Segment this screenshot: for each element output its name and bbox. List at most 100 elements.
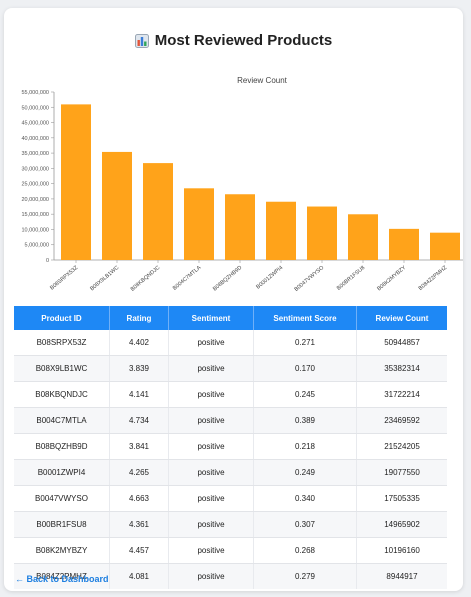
y-tick-label: 50,000,000 <box>21 105 49 111</box>
table-cell: 3.839 <box>109 355 169 382</box>
bar <box>266 201 296 260</box>
y-tick-label: 45,000,000 <box>21 121 49 127</box>
chart-title: Review Count <box>237 76 288 85</box>
table-row: B0047VWYSO 4.663 positive 0.340 17505335 <box>14 485 447 512</box>
table-cell: 4.361 <box>109 511 169 538</box>
column-header: Rating <box>109 306 169 330</box>
table-cell: B084Z2PMHZ <box>14 563 110 589</box>
x-tick-label: B08SRPX53Z <box>49 265 80 292</box>
bar <box>184 188 214 260</box>
chart-svg: Review Count 0 5,000,000 10,000,000 15,000,0… <box>21 76 463 293</box>
table-cell: 8944917 <box>356 563 447 589</box>
table-cell: 4.734 <box>109 407 169 434</box>
table-cell: B08X9LB1WC <box>14 355 110 382</box>
table-cell: positive <box>168 563 254 589</box>
table-cell: 3.841 <box>109 433 169 460</box>
table-header-row: Product ID Rating Sentiment Sentiment Sc… <box>14 306 447 330</box>
page-title: Most Reviewed Products <box>4 32 463 49</box>
table-cell: B00BR1FSU8 <box>14 511 110 538</box>
table-cell: 35382314 <box>356 355 447 382</box>
y-tick-label: 40,000,000 <box>21 136 49 142</box>
table-cell: B08K2MYBZY <box>14 537 110 564</box>
table-cell: 19077550 <box>356 459 447 486</box>
table-cell: 31722214 <box>356 381 447 408</box>
table-cell: positive <box>168 407 254 434</box>
back-to-dashboard-link[interactable]: ← Back to Dashboard <box>15 574 109 584</box>
table-cell: B08KBQNDJC <box>14 381 110 408</box>
table-cell: 14965902 <box>356 511 447 538</box>
y-tick-label: 30,000,000 <box>21 166 49 172</box>
x-tick-label: B08K2MYBZY <box>376 265 407 293</box>
bar <box>61 104 91 260</box>
table-cell: positive <box>168 537 254 564</box>
bar <box>430 232 460 260</box>
table-cell: 0.268 <box>253 537 357 564</box>
y-tick-label: 5,000,000 <box>25 243 49 249</box>
table-cell: positive <box>168 433 254 460</box>
x-tick-label: B0047VWYSO <box>294 264 326 292</box>
table-row: B08SRPX53Z 4.402 positive 0.271 50944857 <box>14 330 447 356</box>
column-header: Product ID <box>14 306 110 330</box>
table-cell: B08BQZHB9D <box>14 433 110 460</box>
bar <box>143 163 173 260</box>
table-cell: 21524205 <box>356 433 447 460</box>
table-cell: 4.265 <box>109 459 169 486</box>
bar <box>225 194 255 260</box>
table-cell: positive <box>168 330 254 356</box>
table-cell: 4.663 <box>109 485 169 512</box>
bar <box>307 206 337 260</box>
table-cell: 23469592 <box>356 407 447 434</box>
table-cell: positive <box>168 459 254 486</box>
table-cell: 0.249 <box>253 459 357 486</box>
table-row: B0001ZWPI4 4.265 positive 0.249 19077550 <box>14 459 447 486</box>
x-tick-label: B08KBQNDJC <box>130 265 162 293</box>
table-cell: 0.279 <box>253 563 357 589</box>
products-table: Product ID Rating Sentiment Sentiment Sc… <box>14 306 447 589</box>
table-cell: 0.389 <box>253 407 357 434</box>
table-row: B08K2MYBZY 4.457 positive 0.268 10196160 <box>14 537 447 564</box>
table-row: B00BR1FSU8 4.361 positive 0.307 14965902 <box>14 511 447 538</box>
x-tick-label: B08BQZHB9D <box>212 265 243 293</box>
page-title-text: Most Reviewed Products <box>154 32 333 49</box>
table-cell: 0.271 <box>253 330 357 356</box>
x-tick-label: B0001ZWPI4 <box>255 265 284 291</box>
table-cell: 4.457 <box>109 537 169 564</box>
table-row: B08BQZHB9D 3.841 positive 0.218 21524205 <box>14 433 447 460</box>
table-cell: B08SRPX53Z <box>14 330 110 356</box>
column-header: Sentiment <box>168 306 254 330</box>
y-tick-label: 10,000,000 <box>21 227 49 233</box>
table-cell: B004C7MTLA <box>14 407 110 434</box>
review-count-chart: Review Count 0 5,000,000 10,000,000 15,000,0… <box>4 72 463 302</box>
table-cell: 0.218 <box>253 433 357 460</box>
table-cell: 17505335 <box>356 485 447 512</box>
table-cell: B0001ZWPI4 <box>14 459 110 486</box>
table-cell: positive <box>168 355 254 382</box>
x-tick-label: B08X9LB1WC <box>89 265 120 292</box>
column-header: Review Count <box>356 306 447 330</box>
x-tick-label: B004C7MTLA <box>172 265 203 292</box>
table-cell: 4.081 <box>109 563 169 589</box>
content-card: Most Reviewed Products Review Count 0 5,00… <box>4 8 463 591</box>
y-tick-label: 25,000,000 <box>21 182 49 188</box>
table-row: B08X9LB1WC 3.839 positive 0.170 35382314 <box>14 355 447 382</box>
table-cell: 0.340 <box>253 485 357 512</box>
table-cell: 0.307 <box>253 511 357 538</box>
table-row: B08KBQNDJC 4.141 positive 0.245 31722214 <box>14 381 447 408</box>
table-cell: 0.245 <box>253 381 357 408</box>
column-header: Sentiment Score <box>253 306 357 330</box>
table-cell: 50944857 <box>356 330 447 356</box>
y-tick-label: 20,000,000 <box>21 197 49 203</box>
table-row: B004C7MTLA 4.734 positive 0.389 23469592 <box>14 407 447 434</box>
table-cell: positive <box>168 485 254 512</box>
y-tick-label: 35,000,000 <box>21 151 49 157</box>
y-tick-label: 55,000,000 <box>21 90 49 96</box>
bar <box>348 214 378 260</box>
x-tick-label: B084Z2PMHZ <box>418 265 449 292</box>
table-cell: positive <box>168 511 254 538</box>
table-cell: B0047VWYSO <box>14 485 110 512</box>
x-tick-label: B00BR1FSU8 <box>336 265 366 292</box>
table-cell: 4.141 <box>109 381 169 408</box>
bar <box>389 228 419 260</box>
y-tick-label: 0 <box>46 258 49 264</box>
bar <box>102 151 132 260</box>
